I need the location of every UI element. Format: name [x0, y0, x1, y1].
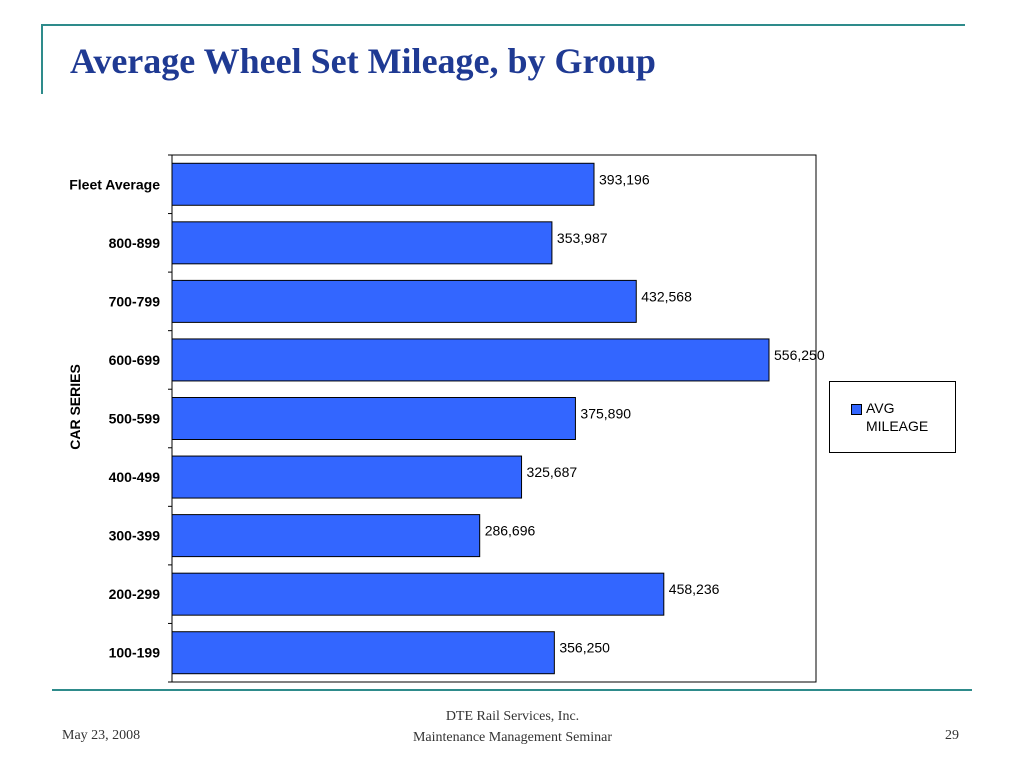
bar: [171, 631, 555, 675]
category-label: 600-699: [109, 352, 161, 368]
chart-legend: AVG MILEAGE: [829, 381, 956, 453]
category-label: 700-799: [109, 293, 161, 309]
title-accent-rule: [41, 24, 43, 94]
category-label: 300-399: [109, 528, 161, 544]
data-label: 353,987: [557, 230, 608, 246]
category-label: 500-599: [109, 411, 161, 427]
category-label: 100-199: [109, 645, 161, 661]
page-number: 29: [945, 728, 959, 743]
data-label: 458,236: [669, 581, 720, 597]
bar: [171, 221, 553, 265]
data-label: 556,250: [774, 347, 825, 363]
slide-title: Average Wheel Set Mileage, by Group: [70, 41, 656, 81]
header-rule: [41, 24, 965, 26]
data-label: 393,196: [599, 171, 650, 187]
category-label: 200-299: [109, 586, 161, 602]
bar: [171, 514, 481, 558]
y-axis-title: CAR SERIES: [67, 364, 83, 450]
data-label: 325,687: [527, 464, 578, 480]
bar: [171, 279, 637, 323]
data-label: 356,250: [559, 640, 610, 656]
bar: [171, 338, 770, 382]
bar: [171, 397, 576, 440]
data-label: 432,568: [641, 288, 692, 304]
legend-label: AVG MILEAGE: [866, 400, 929, 434]
data-label: 375,890: [580, 406, 631, 422]
footer-date: May 23, 2008: [62, 728, 141, 743]
footer-company: DTE Rail Services, Inc.: [445, 709, 580, 724]
category-label: 400-499: [109, 469, 161, 485]
legend-swatch: [851, 404, 862, 415]
footer-rule: [52, 689, 972, 691]
bar: [171, 455, 523, 499]
bar: [171, 572, 665, 616]
category-label: Fleet Average: [69, 176, 160, 192]
data-label: 286,696: [485, 523, 536, 539]
bar: [171, 162, 595, 206]
category-label: 800-899: [109, 235, 161, 251]
footer-event: Maintenance Management Seminar: [412, 730, 613, 745]
footer-center: DTE Rail Services, Inc. Maintenance Mana…: [350, 706, 675, 748]
